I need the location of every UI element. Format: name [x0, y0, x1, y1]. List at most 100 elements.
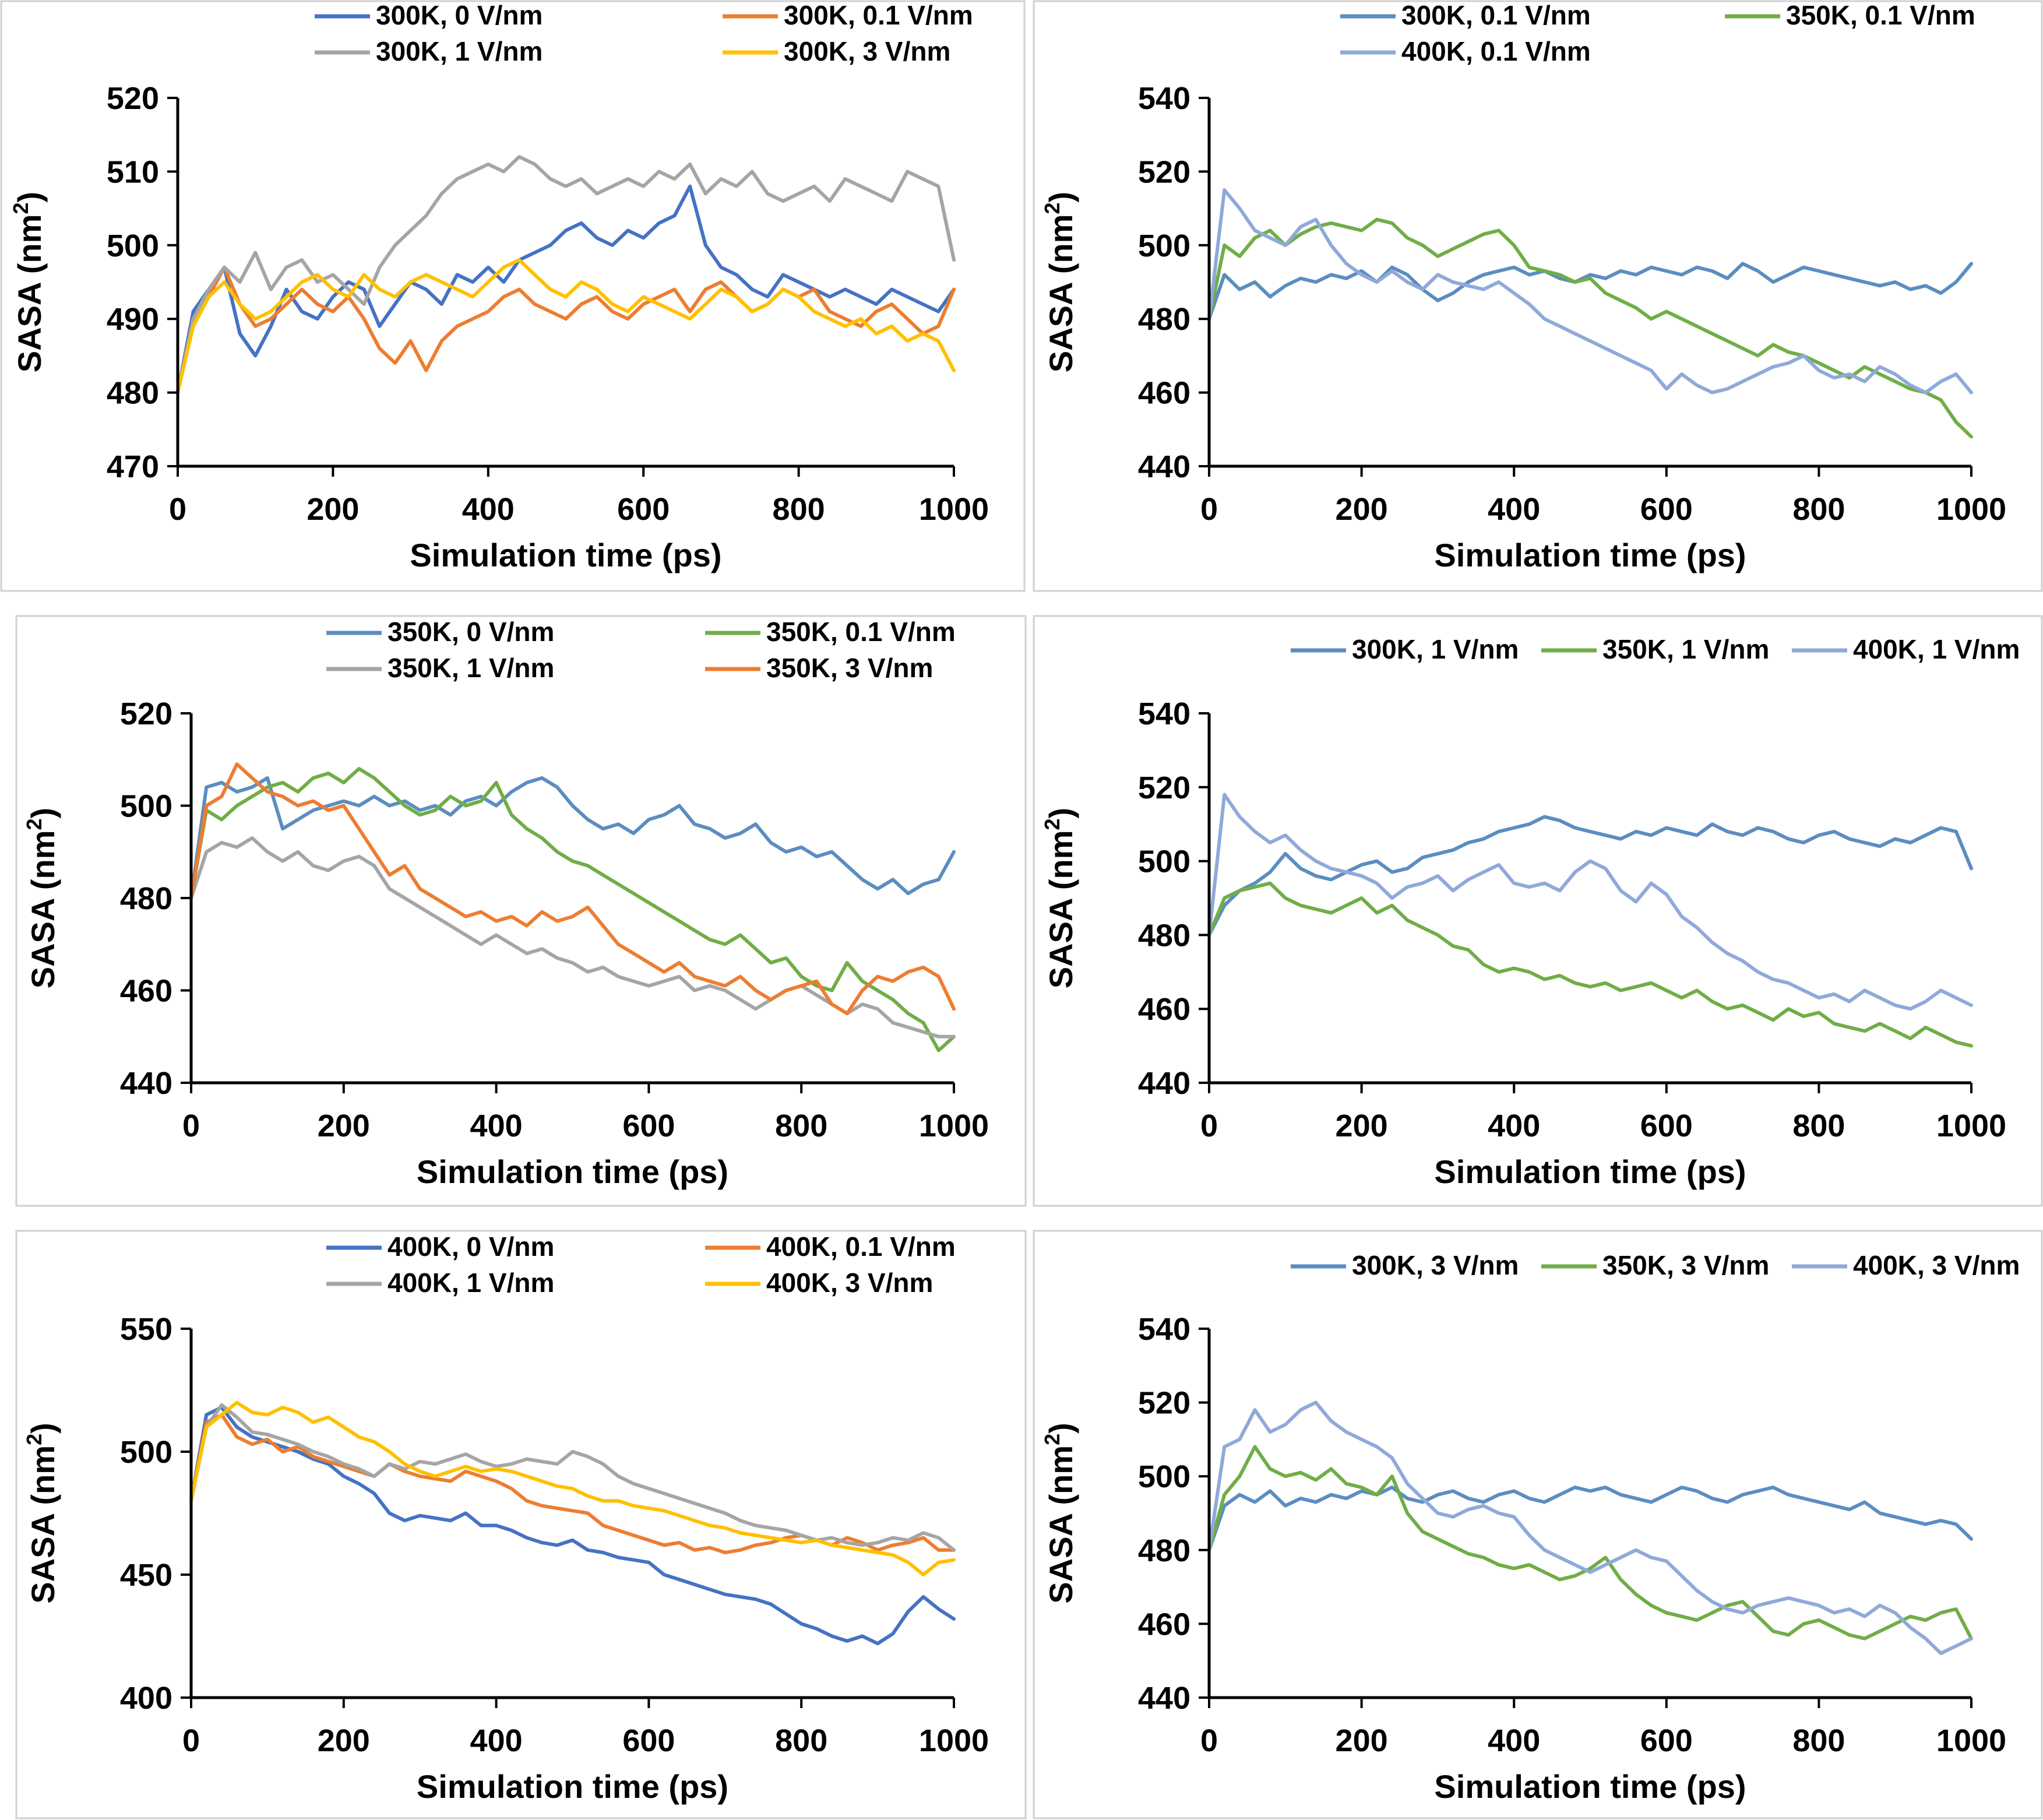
- y-tick-label: 500: [1138, 844, 1190, 879]
- x-tick-label: 800: [775, 1108, 827, 1143]
- y-tick-label: 440: [1138, 1066, 1190, 1101]
- series-line-3: [189, 836, 956, 1039]
- y-tick-label: 500: [1138, 1459, 1190, 1494]
- chart-panel-6: 440 460 480 500 520 540 0 200 400 600 800 1000 Simul…: [1033, 1230, 2043, 1819]
- series-line-4: [189, 1400, 956, 1576]
- y-tick-label: 440: [120, 1066, 172, 1101]
- y-tick-label: 540: [1138, 696, 1190, 731]
- y-tick-label: 440: [1138, 1681, 1190, 1716]
- x-tick-label: 0: [1200, 492, 1218, 527]
- x-axis-title: Simulation time (ps): [417, 1153, 728, 1190]
- x-axis-title: Simulation time (ps): [410, 537, 721, 573]
- x-tick-label: 1000: [919, 1723, 989, 1758]
- y-tick-label: 550: [120, 1312, 172, 1347]
- chart-panel-3: 440 460 480 500 520 0 200 400 600 800 1000 Simulati…: [15, 615, 1027, 1207]
- series-line-3: [1207, 1400, 1973, 1655]
- series-line-1: [189, 776, 956, 900]
- y-tick-label: 500: [120, 789, 172, 824]
- y-tick-label: 500: [1138, 228, 1190, 263]
- legend-label: 300K, 1 V/nm: [1352, 634, 1519, 664]
- series-line-1: [1207, 815, 1973, 937]
- y-tick-label: 460: [1138, 376, 1190, 411]
- chart-panel-4: 440 460 480 500 520 540 0 200 400 600 800 1000 Simul…: [1033, 615, 2043, 1207]
- legend-label: 400K, 0 V/nm: [388, 1231, 554, 1262]
- y-tick-label: 460: [1138, 992, 1190, 1027]
- x-tick-label: 800: [1792, 1108, 1845, 1143]
- series-line-1: [176, 184, 956, 395]
- x-tick-label: 600: [1640, 1108, 1693, 1143]
- legend-label: 400K, 1 V/nm: [388, 1268, 554, 1298]
- y-tick-label: 520: [1138, 770, 1190, 805]
- y-tick-label: 510: [107, 154, 159, 189]
- x-tick-label: 1000: [919, 492, 989, 527]
- y-tick-label: 480: [1138, 1533, 1190, 1568]
- series-line-2: [189, 767, 956, 1052]
- legend-label: 400K, 1 V/nm: [1853, 634, 2020, 664]
- x-tick-label: 600: [617, 492, 670, 527]
- x-tick-label: 600: [622, 1723, 675, 1758]
- legend-label: 300K, 3 V/nm: [1352, 1250, 1519, 1280]
- x-tick-label: 0: [1200, 1108, 1218, 1143]
- x-axis-title: Simulation time (ps): [417, 1768, 728, 1805]
- series-line-2: [1207, 881, 1973, 1048]
- x-tick-label: 0: [169, 492, 186, 527]
- y-tick-label: 540: [1138, 81, 1190, 116]
- legend-label: 350K, 0.1 V/nm: [766, 617, 956, 647]
- y-tick-label: 440: [1138, 449, 1190, 484]
- y-tick-label: 480: [107, 376, 159, 411]
- legend-label: 350K, 0.1 V/nm: [1786, 0, 1975, 30]
- y-axis-title: SASA (nm2): [1040, 1423, 1079, 1603]
- y-axis-title: SASA (nm2): [1040, 192, 1079, 372]
- y-tick-label: 470: [107, 449, 159, 484]
- x-tick-label: 1000: [1936, 1108, 2006, 1143]
- x-tick-label: 200: [318, 1723, 370, 1758]
- x-tick-label: 200: [1336, 492, 1388, 527]
- y-tick-label: 480: [120, 881, 172, 916]
- legend-label: 350K, 0 V/nm: [388, 617, 554, 647]
- x-tick-label: 400: [470, 1723, 523, 1758]
- y-tick-label: 520: [1138, 154, 1190, 189]
- x-tick-label: 0: [1200, 1723, 1218, 1758]
- y-tick-label: 400: [120, 1681, 172, 1716]
- x-tick-label: 400: [1488, 1723, 1540, 1758]
- series-line-2: [1207, 1445, 1973, 1641]
- y-tick-label: 460: [120, 974, 172, 1009]
- series-line-3: [1207, 188, 1973, 395]
- y-tick-label: 520: [1138, 1386, 1190, 1421]
- y-tick-label: 450: [120, 1558, 172, 1593]
- series-line-4: [176, 258, 956, 395]
- x-tick-label: 200: [307, 492, 359, 527]
- legend-label: 350K, 3 V/nm: [766, 653, 933, 683]
- x-tick-label: 400: [1488, 492, 1540, 527]
- x-tick-label: 200: [1336, 1108, 1388, 1143]
- legend-label: 300K, 0.1 V/nm: [784, 0, 973, 30]
- x-tick-label: 800: [773, 492, 825, 527]
- y-axis-title: SASA (nm2): [22, 1423, 61, 1603]
- y-tick-label: 500: [107, 228, 159, 263]
- legend-label: 400K, 0.1 V/nm: [1401, 36, 1591, 66]
- series-line-2: [176, 265, 956, 395]
- legend-label: 400K, 3 V/nm: [1853, 1250, 2020, 1280]
- x-tick-label: 0: [182, 1723, 200, 1758]
- y-tick-label: 520: [107, 81, 159, 116]
- x-tick-label: 200: [1336, 1723, 1388, 1758]
- legend-label: 300K, 1 V/nm: [376, 36, 543, 66]
- legend-label: 300K, 0 V/nm: [376, 0, 543, 30]
- legend-label: 350K, 1 V/nm: [388, 653, 554, 683]
- chart-panel-2: 440 460 480 500 520 540 0 200 400 600 800 1000 Simul…: [1033, 0, 2043, 592]
- legend-label: 350K, 3 V/nm: [1602, 1250, 1769, 1280]
- x-tick-label: 1000: [919, 1108, 989, 1143]
- x-tick-label: 800: [1792, 1723, 1845, 1758]
- x-tick-label: 600: [1640, 492, 1693, 527]
- series-line-3: [1207, 793, 1973, 1011]
- x-tick-label: 600: [622, 1108, 675, 1143]
- legend-label: 400K, 0.1 V/nm: [766, 1231, 956, 1262]
- x-tick-label: 400: [1488, 1108, 1540, 1143]
- y-axis-title: SASA (nm2): [1040, 808, 1079, 988]
- y-tick-label: 490: [107, 302, 159, 337]
- x-tick-label: 400: [462, 492, 515, 527]
- legend-label: 350K, 1 V/nm: [1602, 634, 1769, 664]
- series-line-3: [189, 1403, 956, 1552]
- legend-label: 400K, 3 V/nm: [766, 1268, 933, 1298]
- x-axis-title: Simulation time (ps): [1434, 1153, 1746, 1190]
